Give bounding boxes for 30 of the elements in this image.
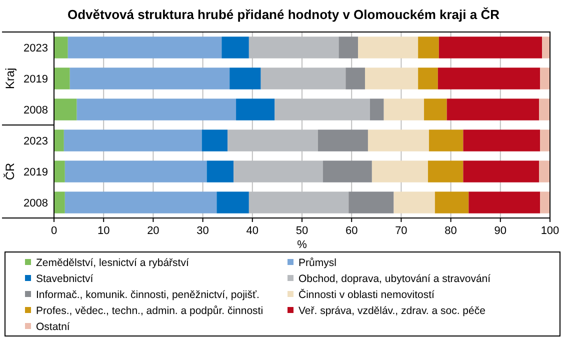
chart-title: Odvětvová struktura hrubé přidané hodnoty v Olomouckém kraji a ČR — [68, 7, 500, 22]
x-axis-title: % — [297, 239, 308, 251]
y-tick-label: 2008 — [24, 104, 48, 116]
legend-label: Zemědělství, lesnictví a rybářství — [36, 257, 189, 269]
x-tick-label: 100 — [540, 225, 560, 237]
y-tick-label: 2019 — [24, 74, 48, 86]
legend-label: Stavebnictví — [36, 273, 94, 285]
legend-label: Ostatní — [36, 321, 70, 333]
x-tick-label: 20 — [147, 225, 160, 237]
x-tick-label: 90 — [494, 225, 507, 237]
y-tick-label: 2023 — [24, 42, 48, 54]
text: ČR — [3, 162, 17, 180]
y-tick-label: 2008 — [24, 198, 48, 210]
x-tick-label: 10 — [97, 225, 110, 237]
x-tick-label: 50 — [296, 225, 308, 237]
text: Kraj — [3, 68, 17, 90]
x-tick-label: 0 — [50, 225, 58, 237]
legend-label: Činnosti v oblasti nemovitostí — [298, 288, 435, 301]
x-tick-label: 40 — [246, 225, 259, 237]
legend-label: Obchod, doprava, ubytování a stravování — [298, 273, 491, 285]
y-tick-label: 2019 — [24, 166, 48, 178]
y-tick-label: 2023 — [24, 136, 48, 148]
x-tick-label: 80 — [444, 225, 457, 237]
x-tick-label: 70 — [395, 225, 408, 237]
legend-label: Profes., vědec., techn., admin. a podpůr. činnosti — [36, 305, 264, 317]
x-tick-label: 60 — [345, 225, 358, 237]
legend-label: Veř. správa, vzděláv., zdrav. a soc. péče — [298, 305, 486, 317]
legend-label: Informač., komunik. činnosti, peněžnictví, pojišť. — [36, 289, 260, 301]
x-tick-label: 30 — [196, 225, 209, 237]
legend-label: Průmysl — [298, 257, 336, 269]
